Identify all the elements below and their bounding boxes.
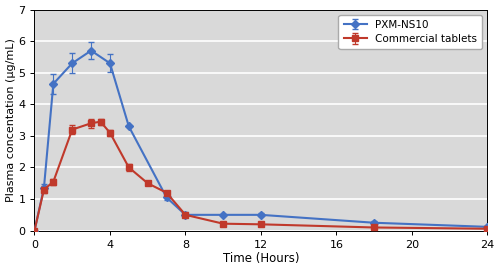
Y-axis label: Plasma concentation (μg/mL): Plasma concentation (μg/mL) xyxy=(6,38,16,202)
X-axis label: Time (Hours): Time (Hours) xyxy=(222,253,299,265)
Legend: PXM-NS10, Commercial tablets: PXM-NS10, Commercial tablets xyxy=(338,15,482,49)
